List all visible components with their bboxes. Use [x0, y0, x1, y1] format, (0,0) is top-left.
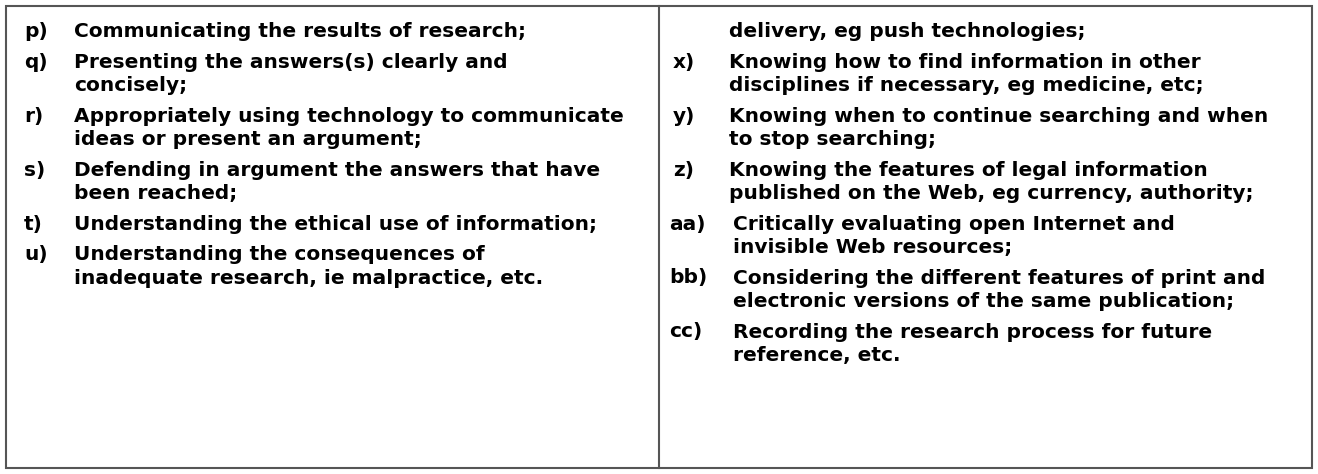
- Text: cc): cc): [670, 322, 702, 341]
- Text: delivery, eg push technologies;: delivery, eg push technologies;: [729, 22, 1086, 41]
- Text: bb): bb): [670, 268, 708, 288]
- Text: to stop searching;: to stop searching;: [729, 130, 936, 149]
- Text: t): t): [24, 215, 43, 234]
- Text: x): x): [673, 53, 696, 72]
- Text: Knowing how to find information in other: Knowing how to find information in other: [729, 53, 1201, 72]
- Text: Understanding the consequences of: Understanding the consequences of: [74, 245, 485, 264]
- Text: y): y): [673, 107, 696, 126]
- Text: r): r): [24, 107, 43, 126]
- Text: Presenting the answers(s) clearly and: Presenting the answers(s) clearly and: [74, 53, 507, 72]
- Text: Understanding the ethical use of information;: Understanding the ethical use of informa…: [74, 215, 597, 234]
- Text: reference, etc.: reference, etc.: [733, 346, 900, 365]
- Text: disciplines if necessary, eg medicine, etc;: disciplines if necessary, eg medicine, e…: [729, 76, 1203, 95]
- Text: aa): aa): [670, 215, 705, 234]
- Text: electronic versions of the same publication;: electronic versions of the same publicat…: [733, 292, 1234, 311]
- Text: inadequate research, ie malpractice, etc.: inadequate research, ie malpractice, etc…: [74, 268, 543, 288]
- Text: been reached;: been reached;: [74, 184, 237, 203]
- Text: published on the Web, eg currency, authority;: published on the Web, eg currency, autho…: [729, 184, 1253, 203]
- Text: q): q): [24, 53, 47, 72]
- Text: Recording the research process for future: Recording the research process for futur…: [733, 322, 1213, 341]
- Text: Knowing when to continue searching and when: Knowing when to continue searching and w…: [729, 107, 1268, 126]
- Text: u): u): [24, 245, 47, 264]
- Text: Defending in argument the answers that have: Defending in argument the answers that h…: [74, 161, 600, 180]
- Text: s): s): [24, 161, 45, 180]
- Text: p): p): [24, 22, 47, 41]
- Text: Appropriately using technology to communicate: Appropriately using technology to commun…: [74, 107, 623, 126]
- Text: invisible Web resources;: invisible Web resources;: [733, 238, 1012, 257]
- Text: ideas or present an argument;: ideas or present an argument;: [74, 130, 422, 149]
- Text: concisely;: concisely;: [74, 76, 187, 95]
- Text: z): z): [673, 161, 695, 180]
- Text: Communicating the results of research;: Communicating the results of research;: [74, 22, 526, 41]
- Text: Considering the different features of print and: Considering the different features of pr…: [733, 268, 1265, 288]
- Text: Critically evaluating open Internet and: Critically evaluating open Internet and: [733, 215, 1174, 234]
- Text: Knowing the features of legal information: Knowing the features of legal informatio…: [729, 161, 1207, 180]
